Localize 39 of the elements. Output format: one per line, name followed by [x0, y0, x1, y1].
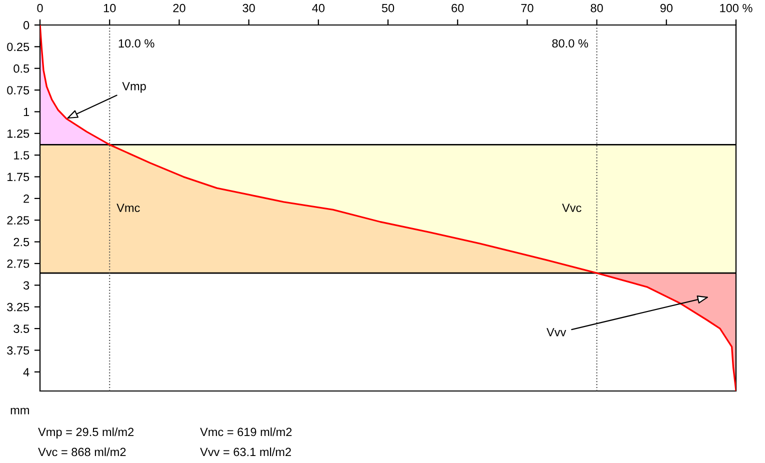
x-tick-label: 40 — [312, 4, 325, 12]
x-tick-label: 50 — [382, 4, 394, 12]
text: Vmp = 29.5 ml/m2 — [38, 427, 134, 439]
annotation: Vvv — [546, 328, 566, 336]
text: Vvv = 63.1 ml/m2 — [200, 447, 291, 456]
y-tick-label: 0.5 — [14, 64, 30, 73]
x-tick-label: 30 — [242, 4, 255, 12]
y-tick-label: 3.25 — [7, 302, 30, 312]
y-tick-label: 2.5 — [14, 238, 30, 246]
text: Vvc = 868 ml/m2 — [38, 447, 126, 456]
y-axis-title: mm — [10, 408, 29, 414]
y-tick-label: 3.75 — [7, 346, 30, 355]
x-tick-label: 80 — [590, 4, 603, 12]
y-tick-label: 1.75 — [8, 172, 30, 182]
y-tick-label: 1 — [24, 108, 30, 116]
annotation: Vmc — [116, 204, 140, 212]
y-tick-label: 3 — [23, 281, 30, 290]
x-tick-label: 90 — [660, 4, 673, 12]
y-tick-label: 2 — [24, 194, 29, 203]
y-tick-label: 3.5 — [14, 324, 30, 333]
x-tick-label: 100 % — [720, 4, 752, 12]
y-tick-label: 4 — [23, 368, 30, 376]
y-tick-label: 2.75 — [7, 260, 30, 268]
annotation: Vmp — [122, 82, 146, 93]
annotation: Vvc — [562, 204, 582, 212]
x-tick-label: 70 — [521, 4, 534, 12]
x-tick-label: 20 — [173, 4, 186, 12]
y-tick-label: 1.5 — [14, 151, 30, 160]
text: Vmc = 619 ml/m2 — [200, 427, 292, 436]
y-tick-label: 0.75 — [7, 86, 30, 94]
ref-line-label: 80.0 % — [552, 39, 588, 48]
x-tick-label: 10 — [104, 4, 116, 12]
ref-line-label: 10.0 % — [118, 39, 154, 48]
y-tick-label: 0 — [23, 21, 30, 30]
y-tick-label: 0.25 — [7, 42, 30, 52]
y-tick-label: 2.25 — [7, 216, 30, 225]
x-tick-label: 0 — [37, 4, 43, 12]
y-tick-label: 1.25 — [8, 129, 30, 138]
x-tick-label: 60 — [452, 4, 464, 12]
